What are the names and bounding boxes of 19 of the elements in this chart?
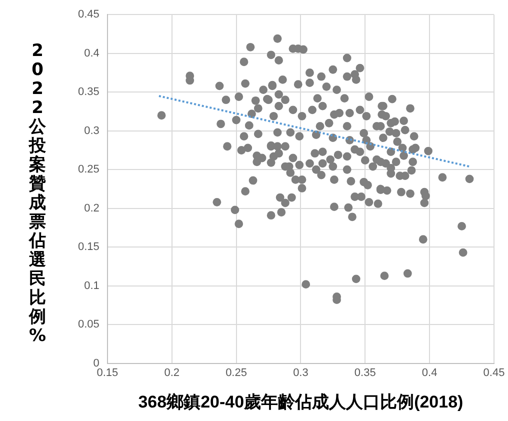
y-tick-label: 0.25 xyxy=(78,164,100,176)
x-axis-title: 368鄉鎮20-40歲年齡佔成人人口比例(2018) xyxy=(138,392,464,412)
x-tick-label: 0.15 xyxy=(96,367,118,380)
y-tick-label: 0.3 xyxy=(84,124,100,137)
y-tick-label: 0.15 xyxy=(78,241,100,254)
y-tick-label: 0 xyxy=(93,357,100,370)
y-tick-label: 0.05 xyxy=(78,318,100,331)
y-tick-label: 0.35 xyxy=(78,86,100,98)
x-tick-label: 0.3 xyxy=(293,367,308,380)
y-tick-label: 0.2 xyxy=(84,202,100,214)
x-tick-label: 0.35 xyxy=(354,367,376,380)
x-tick-label: 0.4 xyxy=(422,367,438,380)
y-tick-label: 0.1 xyxy=(84,280,100,292)
x-tick-label: 0.45 xyxy=(483,367,505,380)
x-tick-label: 0.25 xyxy=(226,367,247,380)
y-tick-label: 0.45 xyxy=(78,8,100,21)
text: 2022公投案贊成票佔選民比例% xyxy=(28,41,46,346)
x-tick-label: 0.2 xyxy=(164,367,180,380)
y-tick-label: 0.4 xyxy=(84,47,100,60)
